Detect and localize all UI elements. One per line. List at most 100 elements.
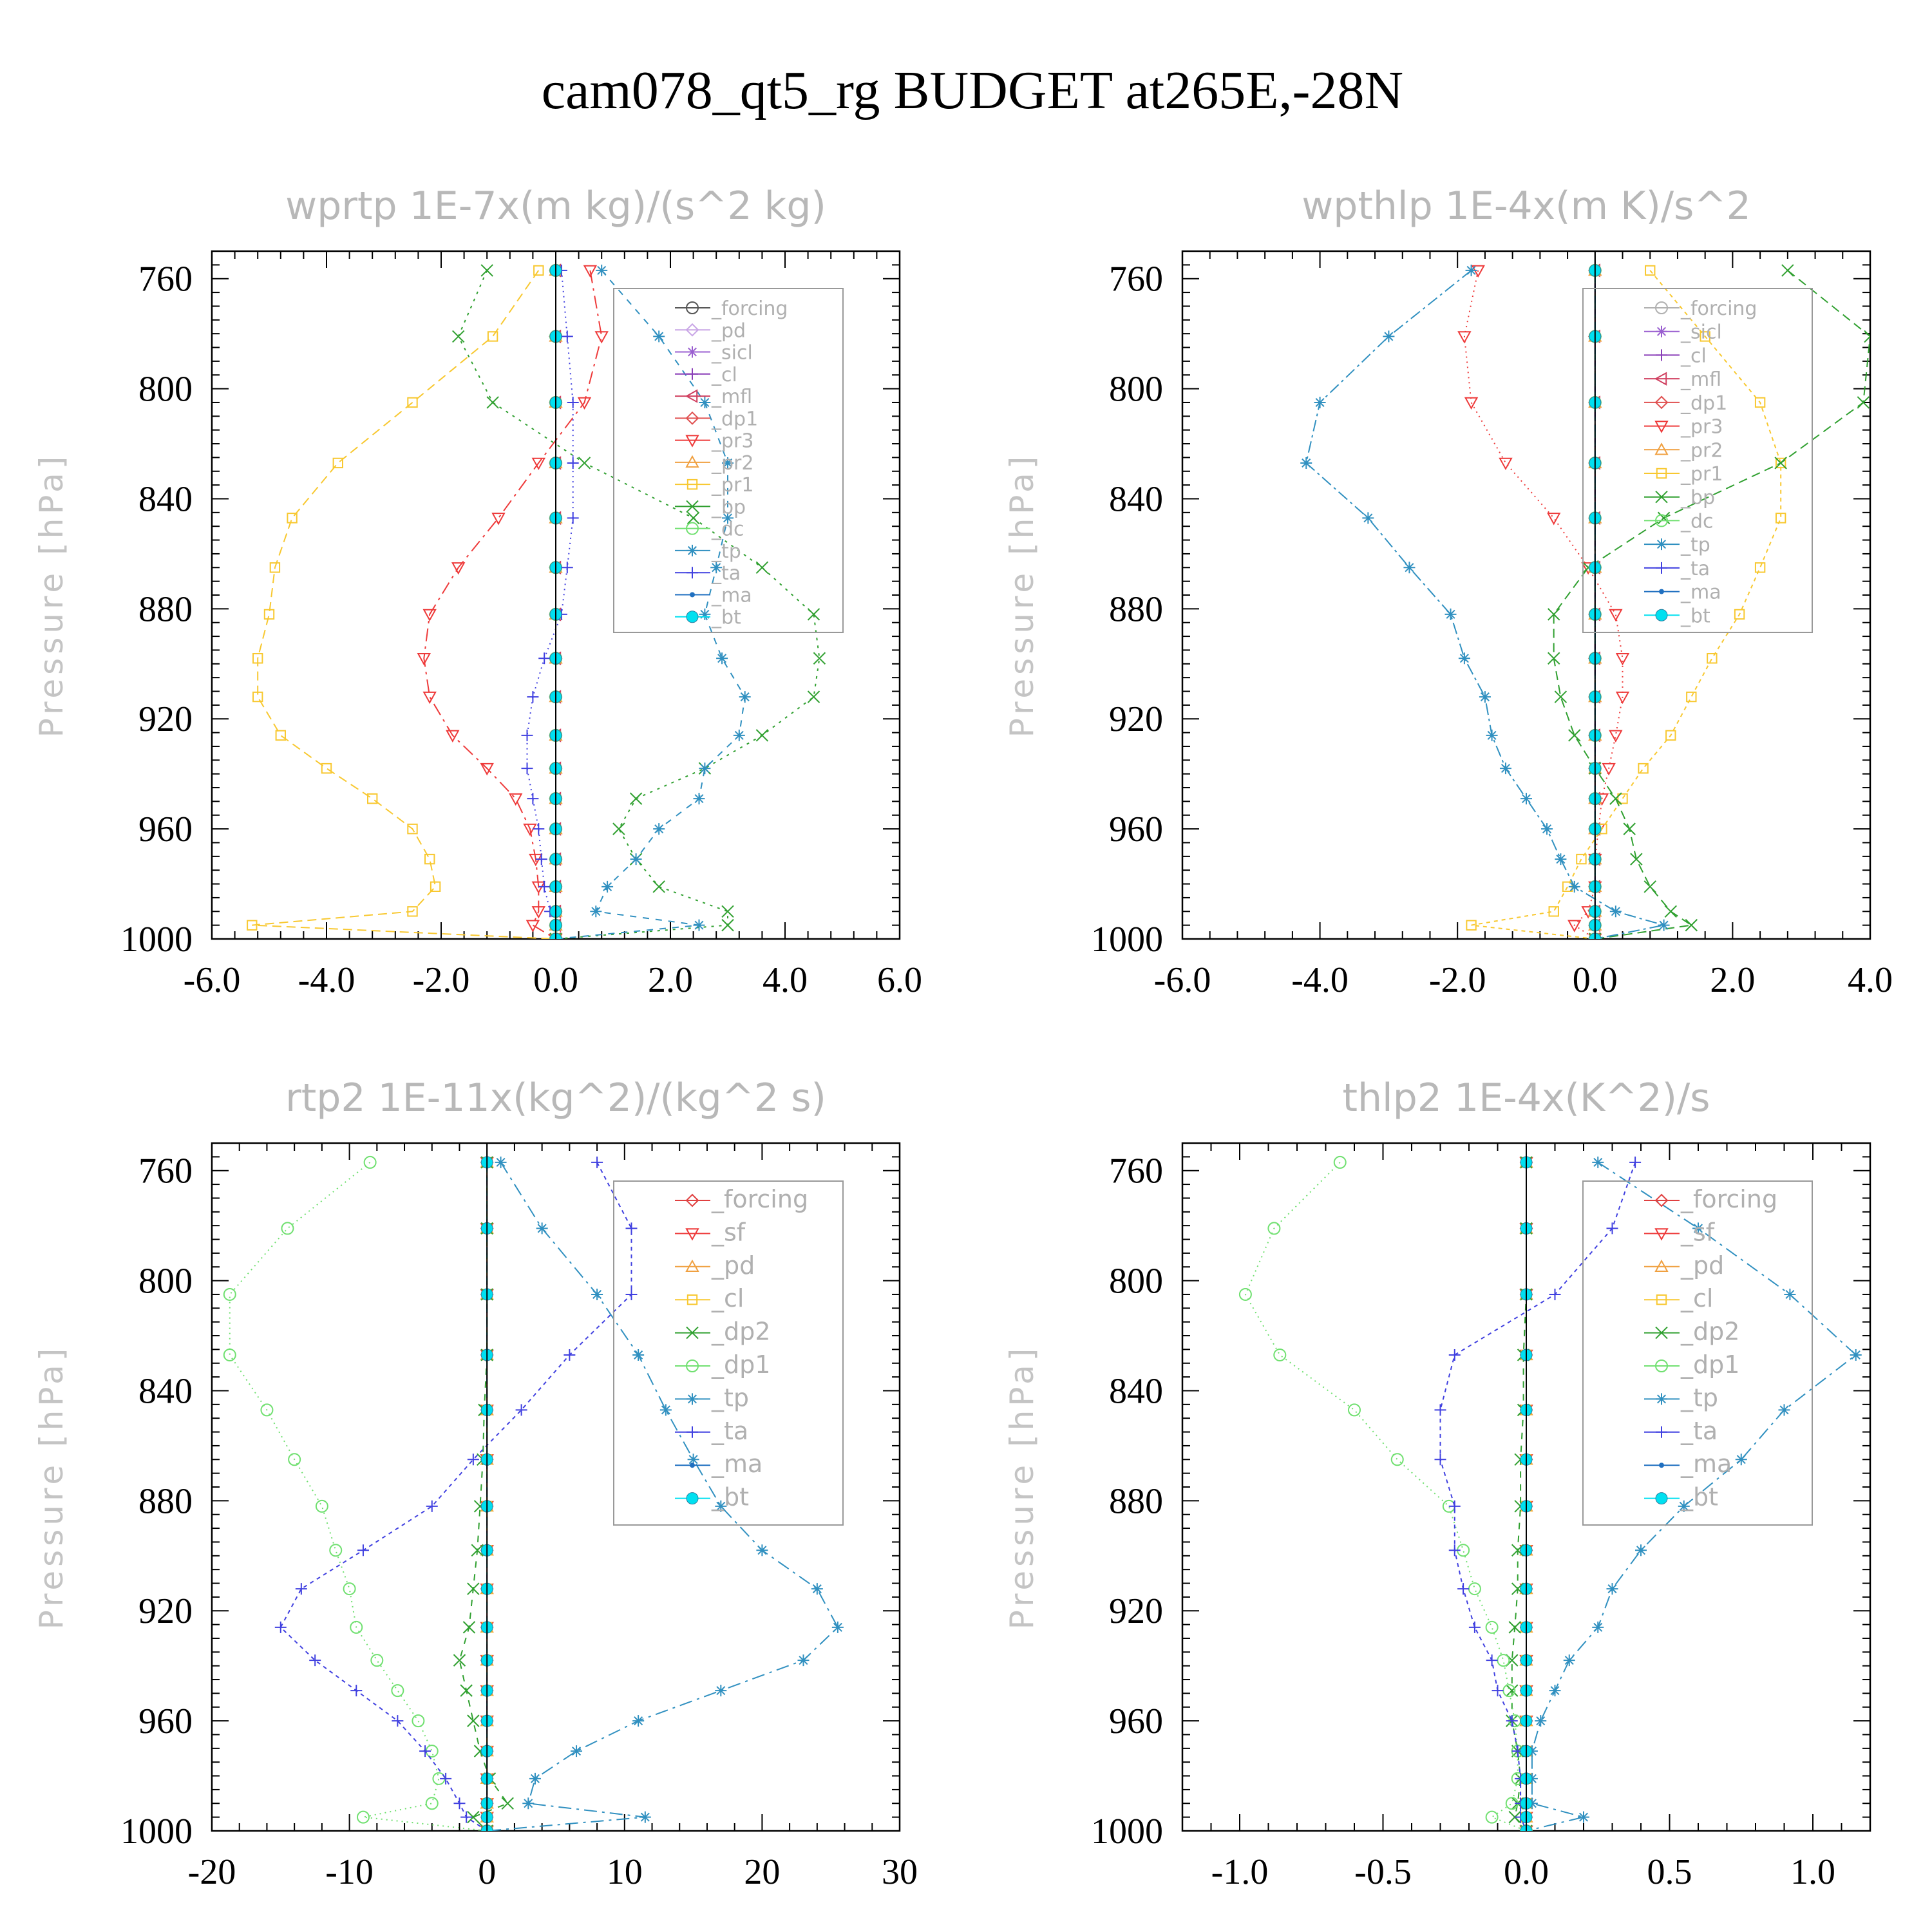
panel-1: wprtp 1E-7x(m kg)/(s^2 kg) Pressure [hPa]…	[33, 184, 922, 1000]
data-point	[1479, 691, 1491, 703]
x-tick-label: -4.0	[1291, 960, 1349, 1000]
y-tick-label: 840	[1109, 479, 1163, 519]
data-point	[521, 762, 533, 775]
y-tick-label: 840	[138, 1371, 193, 1411]
data-point	[531, 906, 545, 919]
data-point	[1578, 1811, 1589, 1823]
data-point	[567, 457, 579, 469]
y-axis-label: Pressure [hPa]	[33, 453, 70, 738]
data-point	[1602, 762, 1616, 776]
data-point	[329, 1544, 343, 1557]
data-point	[501, 1797, 514, 1810]
legend-marker	[687, 1393, 698, 1405]
y-tick-label: 880	[1109, 589, 1163, 629]
data-point	[1700, 331, 1710, 342]
legend-marker	[1655, 301, 1668, 314]
data-point	[1333, 1155, 1347, 1169]
data-point	[1362, 512, 1374, 524]
legend-entry: _tp	[711, 1383, 749, 1412]
data-point	[1864, 330, 1870, 343]
series-line	[423, 270, 603, 939]
data-point	[1403, 562, 1416, 574]
x-tick-label: 6.0	[877, 960, 922, 1000]
data-point	[1734, 609, 1745, 620]
data-point	[699, 608, 711, 620]
data-point	[269, 562, 281, 573]
data-point	[1623, 822, 1636, 835]
data-point	[1549, 1288, 1561, 1300]
legend-marker	[1656, 325, 1667, 337]
y-tick-label: 760	[1109, 1151, 1163, 1191]
data-point	[392, 1715, 404, 1727]
legend-entry: _bt	[711, 1483, 749, 1511]
legend-box	[1582, 1180, 1813, 1526]
data-point	[535, 853, 547, 866]
data-point	[567, 396, 579, 408]
data-point	[1609, 905, 1622, 918]
data-point	[1238, 1287, 1252, 1301]
data-point	[252, 691, 263, 703]
x-tick-label: -6.0	[184, 960, 241, 1000]
data-point	[687, 1454, 699, 1466]
data-point	[223, 1287, 236, 1301]
data-point	[1492, 1685, 1504, 1697]
legend-entry: _bt	[1680, 1483, 1718, 1511]
legend-marker	[1654, 421, 1669, 433]
legend-entry: _pd	[711, 1251, 755, 1280]
legend-entry: _tp	[711, 540, 741, 563]
legend-marker	[1655, 1326, 1668, 1340]
data-point	[594, 331, 609, 344]
data-point	[629, 792, 643, 805]
data-point	[487, 331, 498, 342]
x-tick-label: -6.0	[1154, 960, 1211, 1000]
data-point	[571, 1745, 583, 1757]
legend-marker	[687, 346, 698, 358]
data-point	[529, 1772, 541, 1785]
data-point	[275, 730, 286, 741]
legend-marker	[685, 455, 699, 468]
data-point	[1685, 918, 1698, 932]
series-line	[487, 1162, 839, 1831]
data-point	[521, 729, 533, 741]
legend-marker	[686, 1326, 699, 1340]
y-tick-label: 840	[1109, 1371, 1163, 1411]
data-point	[1629, 1156, 1642, 1168]
legend-marker	[1654, 442, 1669, 455]
data-point	[356, 1810, 370, 1824]
data-point	[561, 562, 573, 574]
series-tp	[1300, 264, 1670, 939]
data-point	[486, 396, 499, 409]
legend-marker	[1656, 349, 1667, 361]
data-point	[1665, 730, 1676, 741]
data-point	[1638, 762, 1649, 774]
data-point	[811, 1583, 823, 1595]
data-point	[578, 457, 591, 469]
data-point	[1850, 1349, 1862, 1361]
legend-entry: _pr1	[1680, 463, 1723, 486]
data-point	[446, 730, 460, 743]
data-point	[1609, 792, 1622, 805]
data-point	[632, 1349, 645, 1361]
data-point	[287, 513, 298, 524]
x-tick-label: -0.5	[1354, 1852, 1412, 1892]
x-tick-label: 0.0	[1573, 960, 1618, 1000]
data-point	[467, 1582, 480, 1595]
y-tick-label: 1000	[1091, 920, 1163, 960]
legend-entry: _ta	[711, 1417, 748, 1445]
data-point	[756, 1544, 768, 1557]
legend-entry: _ta	[711, 562, 741, 585]
legend-entry: _cl	[1680, 1284, 1713, 1312]
panel-title: wprtp 1E-7x(m kg)/(s^2 kg)	[285, 184, 826, 229]
data-point	[321, 762, 332, 774]
legend-marker	[687, 544, 698, 556]
legend-entry: _pd	[711, 319, 746, 342]
legend-entry: _pr3	[1680, 416, 1723, 439]
x-tick-label: -2.0	[1429, 960, 1486, 1000]
legend-entry: _dc	[1680, 510, 1714, 533]
legend-entry: _sf	[1680, 1218, 1716, 1246]
y-tick-label: 800	[138, 370, 193, 410]
legend-marker	[686, 1359, 699, 1372]
data-point	[721, 905, 734, 918]
data-point	[288, 1453, 301, 1466]
